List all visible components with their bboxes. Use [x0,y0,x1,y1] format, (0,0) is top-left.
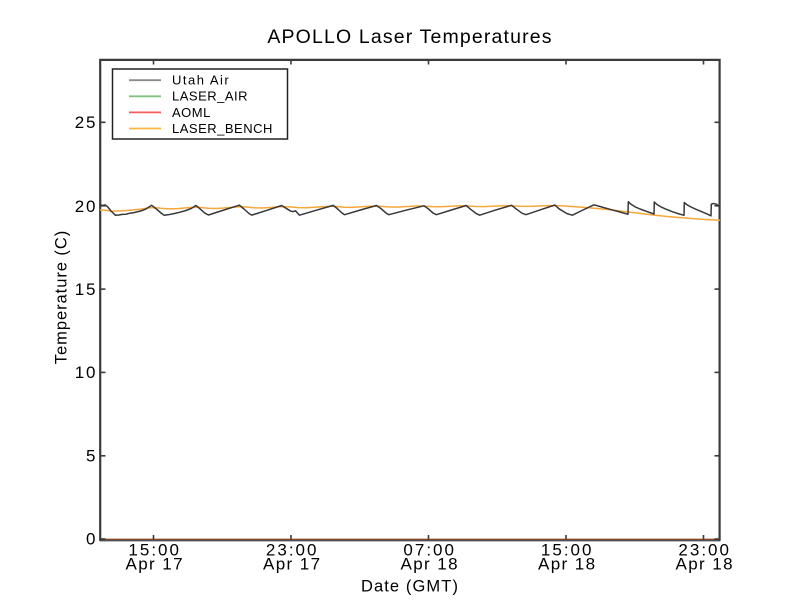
svg-text:0: 0 [86,529,97,548]
svg-text:Utah Air: Utah Air [172,73,230,88]
svg-text:07:00: 07:00 [403,541,456,560]
svg-text:LASER_AIR: LASER_AIR [172,89,248,104]
svg-text:Apr 18: Apr 18 [538,555,597,574]
svg-text:Date (GMT): Date (GMT) [361,578,459,596]
svg-text:23:00: 23:00 [266,541,319,560]
svg-text:APOLLO Laser Temperatures: APOLLO Laser Temperatures [267,26,552,48]
svg-text:LASER_BENCH: LASER_BENCH [172,121,273,136]
svg-text:Temperature (C): Temperature (C) [53,230,71,364]
svg-text:20: 20 [75,197,98,216]
svg-text:15: 15 [75,280,98,299]
svg-text:15:00: 15:00 [541,541,594,560]
svg-text:15:00: 15:00 [128,541,181,560]
svg-text:10: 10 [75,363,98,382]
svg-text:23:00: 23:00 [678,541,731,560]
svg-text:5: 5 [86,447,97,466]
svg-text:Apr 17: Apr 17 [125,555,184,574]
svg-text:AOML: AOML [172,105,211,120]
svg-text:Apr 17: Apr 17 [263,555,322,574]
svg-text:25: 25 [75,113,98,132]
svg-text:Apr 18: Apr 18 [400,555,459,574]
svg-text:Apr 18: Apr 18 [675,555,734,574]
